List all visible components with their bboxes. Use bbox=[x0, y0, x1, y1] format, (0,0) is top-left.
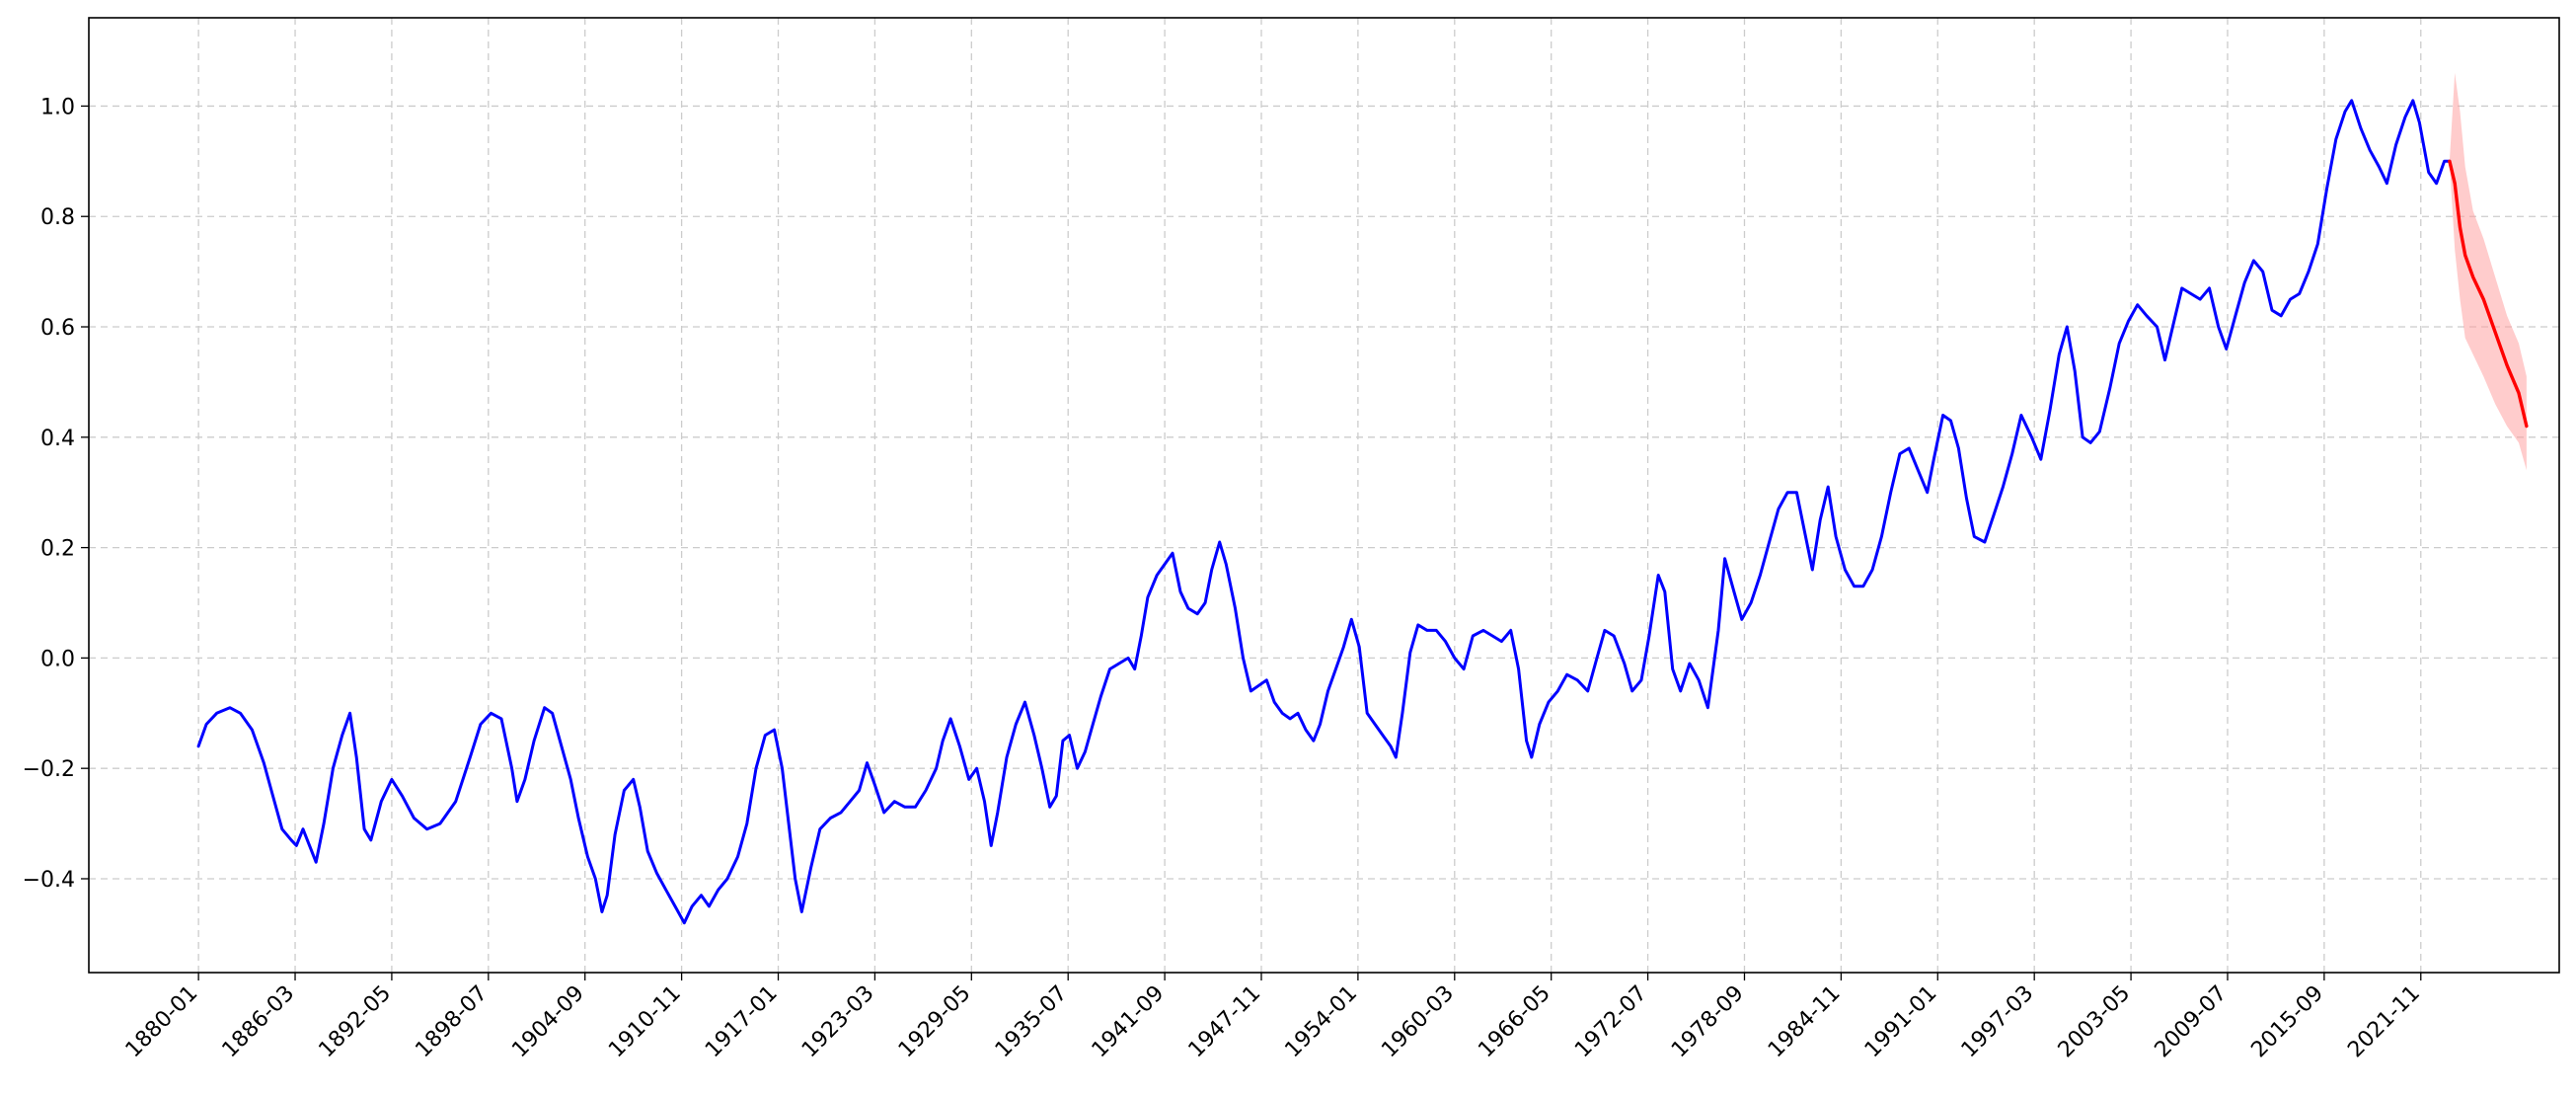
y-tick-label: −0.4 bbox=[23, 868, 75, 893]
x-tick-label: 2021-11 bbox=[2343, 981, 2425, 1063]
y-tick-label: 0.4 bbox=[40, 427, 75, 451]
y-tick-label: 0.2 bbox=[40, 537, 75, 562]
x-tick-label: 1972-07 bbox=[1570, 981, 1652, 1063]
x-tick-label: 1947-11 bbox=[1184, 981, 1266, 1063]
series-line-forecast bbox=[2448, 159, 2529, 429]
x-tick-label: 1886-03 bbox=[218, 981, 300, 1063]
confidence-band-layer bbox=[2449, 72, 2527, 471]
y-tick-label: 0.8 bbox=[40, 205, 75, 230]
x-tick-label: 1991-01 bbox=[1860, 981, 1942, 1063]
x-tick-label: 1880-01 bbox=[121, 981, 203, 1063]
grid-layer bbox=[89, 18, 2559, 973]
x-axis: 1880-01 1886-03 1892-05 1898-07 1904-09 1910-… bbox=[121, 973, 2425, 1062]
x-tick-label: 1978-09 bbox=[1667, 981, 1749, 1063]
x-tick-label: 1941-09 bbox=[1088, 981, 1170, 1063]
x-tick-label: 2003-05 bbox=[2054, 981, 2136, 1063]
x-tick-label: 1917-01 bbox=[701, 981, 783, 1063]
x-tick-label: 2015-09 bbox=[2246, 981, 2328, 1063]
y-tick-label: 1.0 bbox=[40, 95, 75, 119]
y-tick-label: 0.6 bbox=[40, 316, 75, 341]
y-tick-label: −0.2 bbox=[23, 757, 75, 782]
x-tick-label: 2009-07 bbox=[2151, 981, 2233, 1063]
x-tick-label: 1935-07 bbox=[991, 981, 1073, 1063]
x-tick-label: 1910-11 bbox=[604, 981, 686, 1063]
x-tick-label: 1966-05 bbox=[1474, 981, 1555, 1063]
plot-frame bbox=[88, 17, 2560, 974]
y-tick-label: 0.0 bbox=[40, 647, 75, 671]
x-tick-label: 1898-07 bbox=[411, 981, 492, 1063]
confidence-band bbox=[2449, 72, 2527, 471]
x-tick-label: 1984-11 bbox=[1764, 981, 1846, 1063]
x-tick-label: 1892-05 bbox=[314, 981, 396, 1063]
x-tick-label: 1954-01 bbox=[1280, 981, 1362, 1063]
x-tick-label: 1997-03 bbox=[1957, 981, 2039, 1063]
y-axis: −0.4 −0.2 0.0 0.2 0.4 0.6 0.8 1.0 bbox=[23, 95, 89, 893]
series-layer bbox=[196, 99, 2529, 925]
x-tick-label: 1960-03 bbox=[1377, 981, 1459, 1063]
x-tick-label: 1923-03 bbox=[797, 981, 879, 1063]
series-line-observed bbox=[196, 99, 2452, 925]
x-tick-label: 1929-05 bbox=[894, 981, 976, 1063]
x-tick-label: 1904-09 bbox=[507, 981, 589, 1063]
